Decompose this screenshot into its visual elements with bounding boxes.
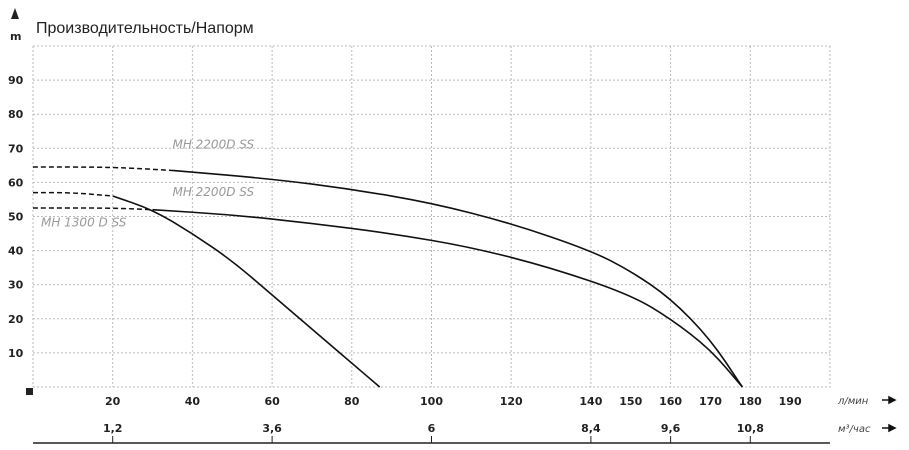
x-tick-label: 140 [579,395,602,408]
x2-tick-label: 9,6 [661,422,681,435]
x-tick-label: 60 [264,395,280,408]
x-tick-label: 150 [619,395,642,408]
series-label: MH 2200D SS [172,185,254,199]
y-axis-arrow-icon [11,8,19,19]
x2-axis-arrow-icon [882,423,897,433]
series-line [152,208,743,388]
x2-tick-label: 6 [428,422,436,435]
x-tick-label: 100 [420,395,443,408]
y-tick-label: 70 [8,142,24,155]
y-axis-label: m [10,30,21,43]
x-axis-label: л/мин [837,396,869,407]
y-tick-label: 20 [8,313,24,326]
series-dashed-segment [33,207,153,211]
x-tick-label: 20 [105,395,121,408]
series-line [172,169,743,388]
grid [32,45,831,388]
x2-tick-label: 1,2 [103,422,123,435]
series-dashed-segment [33,166,173,172]
x2-axis-label: м³/час [838,424,871,435]
chart-title: Производительность/Напорм [36,20,254,37]
x2-tick-label: 8,4 [581,422,601,435]
series-label: MH 2200D SS [172,137,254,151]
x-axis-arrow-icon [882,395,897,405]
y-tick-label: 40 [8,245,24,258]
x-tick-label: 170 [699,395,722,408]
x-tick-label: 180 [739,395,762,408]
series-line [112,195,381,388]
y-tick-label: 30 [8,279,24,292]
x-tick-label: 80 [344,395,360,408]
x-tick-label: 190 [779,395,802,408]
y-tick-label: 10 [8,347,24,360]
origin-marker [26,388,33,395]
x-tick-label: 160 [659,395,682,408]
x-tick-label: 120 [500,395,523,408]
y-tick-label: 50 [8,211,24,224]
x-tick-label: 40 [185,395,201,408]
x2-tick-label: 10,8 [737,422,764,435]
y-tick-label: 60 [8,176,24,189]
x2-tick-label: 3,6 [262,422,282,435]
y-tick-label: 80 [8,108,24,121]
series-dashed-segment [32,191,113,197]
y-tick-label: 90 [8,74,24,87]
series-label: MH 1300 D SS [41,216,127,230]
